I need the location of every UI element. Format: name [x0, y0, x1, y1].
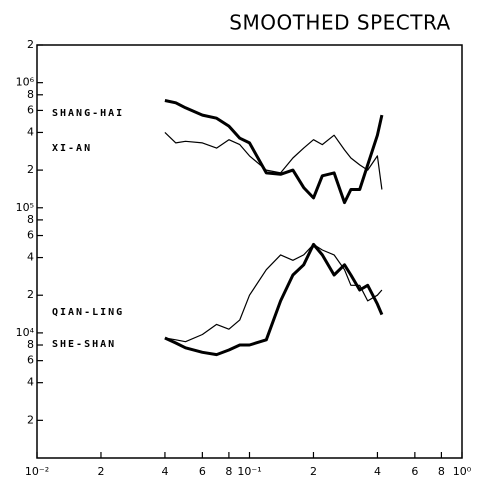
x-tick-label: 8 [438, 465, 445, 478]
y-tick-label: 6 [27, 354, 34, 367]
x-tick-label: 4 [374, 465, 381, 478]
y-tick-label: 2 [27, 163, 34, 176]
y-tick-label: 6 [27, 103, 34, 116]
y-tick-label: 8 [27, 88, 34, 101]
y-tick-label: 8 [27, 338, 34, 351]
plot-frame [36, 44, 463, 459]
x-tick-label: 6 [411, 465, 418, 478]
series-label: XI-AN [52, 143, 92, 154]
y-tick-label: 6 [27, 229, 34, 242]
y-tick-label: 8 [27, 213, 34, 226]
y-tick-label: 10⁴ [16, 326, 35, 339]
series-line [164, 242, 384, 357]
x-tick-label: 10⁻¹ [237, 465, 261, 478]
y-tick-label: 4 [27, 376, 34, 389]
series-label: SHE-SHAN [52, 339, 116, 350]
y-tick-label: 2 [27, 38, 34, 51]
x-tick-label: 2 [310, 465, 317, 478]
x-tick-label: 4 [161, 465, 168, 478]
series-line [164, 243, 383, 343]
y-tick-label: 2 [27, 413, 34, 426]
series-line [164, 131, 383, 190]
series-line [164, 99, 384, 205]
y-tick-label: 10⁶ [16, 76, 35, 89]
x-tick-label: 8 [225, 465, 232, 478]
x-tick-label: 10⁻² [25, 465, 49, 478]
series-label: QIAN-LING [52, 307, 124, 318]
y-tick-label: 4 [27, 125, 34, 138]
y-tick-label: 10⁵ [16, 201, 34, 214]
x-tick-label: 10⁰ [453, 465, 472, 478]
series-label: SHANG-HAI [52, 108, 124, 119]
chart-title: SMOOTHED SPECTRA [229, 11, 450, 35]
y-tick-label: 4 [27, 251, 34, 264]
y-tick-label: 2 [27, 288, 34, 301]
x-tick-label: 6 [199, 465, 206, 478]
x-tick-label: 2 [97, 465, 104, 478]
